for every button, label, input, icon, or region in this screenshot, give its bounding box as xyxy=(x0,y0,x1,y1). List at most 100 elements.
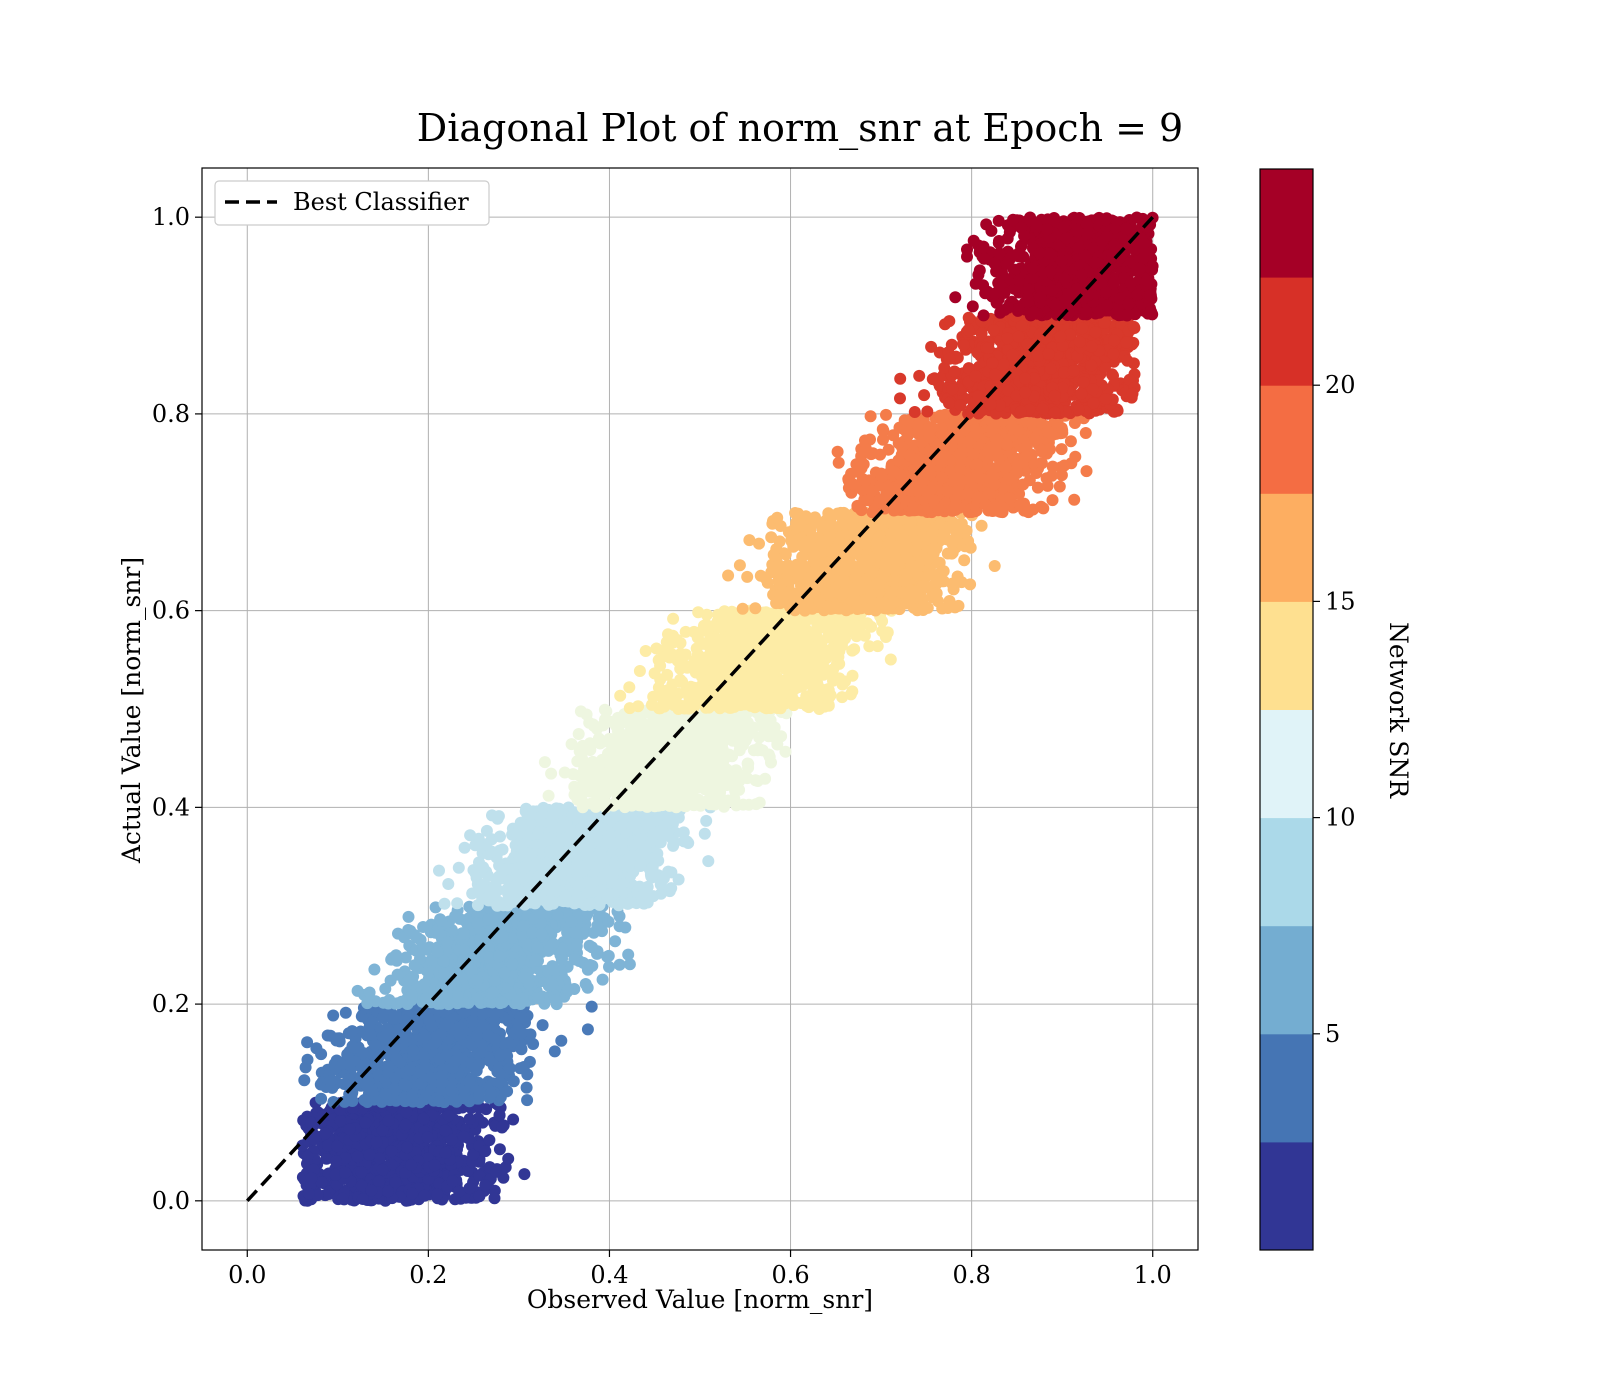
scatter-point xyxy=(451,897,464,910)
scatter-point xyxy=(331,1140,344,1153)
scatter-point xyxy=(473,1085,486,1098)
scatter-point xyxy=(661,725,674,738)
scatter-point xyxy=(433,864,445,877)
scatter-point xyxy=(518,971,531,984)
scatter-point xyxy=(508,880,521,893)
scatter-point xyxy=(403,973,416,986)
scatter-point xyxy=(488,1192,501,1205)
scatter-point xyxy=(628,739,641,752)
scatter-point xyxy=(741,757,754,770)
scatter-point xyxy=(453,1028,466,1041)
scatter-point xyxy=(491,899,504,912)
scatter-point xyxy=(662,865,675,878)
scatter-point xyxy=(324,1075,337,1087)
scatter-point xyxy=(698,827,711,840)
scatter-point xyxy=(406,1187,419,1200)
scatter-point xyxy=(477,861,490,874)
scatter-point xyxy=(602,949,615,962)
scatter-point xyxy=(363,1148,376,1161)
scatter-point xyxy=(453,1185,466,1198)
scatter-point xyxy=(376,1163,389,1176)
scatter-point xyxy=(779,745,792,758)
scatter-point xyxy=(536,1019,549,1032)
scatter-point xyxy=(471,917,484,930)
scatter-point xyxy=(562,984,575,997)
scatter-point xyxy=(739,734,752,747)
scatter-point xyxy=(479,1145,492,1158)
scatter-point xyxy=(329,1168,342,1181)
scatter-point xyxy=(473,1058,485,1071)
scatter-point xyxy=(305,1116,318,1129)
scatter-point xyxy=(647,890,660,903)
scatter-point xyxy=(542,944,555,957)
scatter-point xyxy=(734,769,747,782)
scatter-point xyxy=(464,829,477,842)
scatter-point xyxy=(299,1061,312,1074)
scatter-point xyxy=(507,1113,520,1126)
scatter-point xyxy=(438,897,451,910)
scatter-point xyxy=(445,1133,458,1146)
scatter-point xyxy=(583,939,596,952)
scatter-point xyxy=(471,974,484,987)
scatter-point xyxy=(498,966,511,979)
scatter-point xyxy=(329,1062,342,1074)
scatter-point xyxy=(398,1078,411,1091)
scatter-point xyxy=(506,828,519,841)
scatter-point xyxy=(390,949,403,962)
scatter-point xyxy=(431,1188,444,1201)
scatter-point xyxy=(439,1124,452,1137)
scatter-point xyxy=(521,1094,534,1107)
scatter-point xyxy=(336,1192,349,1205)
scatter-point xyxy=(395,995,408,1008)
scatter-point xyxy=(322,1139,334,1152)
scatter-point xyxy=(298,1074,311,1087)
scatter-point xyxy=(401,1141,413,1154)
scatter-point xyxy=(722,794,735,807)
scatter-point xyxy=(559,889,572,902)
scatter-point xyxy=(446,1175,459,1187)
scatter-point xyxy=(378,1030,391,1043)
scatter-point xyxy=(417,921,430,933)
scatter-point xyxy=(522,847,535,860)
scatter-point xyxy=(705,765,718,778)
scatter-point xyxy=(775,730,788,743)
scatter-point xyxy=(747,721,760,734)
scatter-point xyxy=(428,1159,441,1172)
scatter-point xyxy=(382,1114,395,1127)
scatter-point xyxy=(414,952,426,965)
scatter-point xyxy=(339,1166,352,1179)
scatter-point xyxy=(339,1152,352,1164)
scatter-point xyxy=(319,1127,332,1140)
scatter-point xyxy=(501,862,514,875)
scatter-point xyxy=(612,774,625,787)
scatter-point xyxy=(572,865,585,878)
scatter-point xyxy=(358,1094,371,1107)
scatter-point xyxy=(419,1060,432,1073)
scatter-point xyxy=(633,833,646,846)
scatter-point xyxy=(391,968,404,981)
scatter-point xyxy=(507,1075,520,1088)
scatter-point xyxy=(676,796,688,809)
scatter-point xyxy=(692,793,705,806)
scatter-point xyxy=(348,1041,361,1054)
scatter-point xyxy=(305,1172,318,1185)
scatter-point xyxy=(493,1109,506,1122)
scatter-point xyxy=(565,738,578,751)
scatter-point xyxy=(493,1143,506,1156)
scatter-point xyxy=(496,843,509,856)
scatter-point xyxy=(418,1189,431,1202)
scatter-point xyxy=(442,1109,455,1122)
scatter-point xyxy=(387,1012,400,1025)
scatter-point xyxy=(343,1123,356,1136)
scatter-point xyxy=(572,880,585,892)
scatter-point xyxy=(431,945,444,958)
scatter-point xyxy=(385,1145,398,1158)
scatter-point xyxy=(361,997,374,1010)
scatter-point xyxy=(502,1036,515,1049)
scatter-point xyxy=(435,1070,448,1083)
scatter-point xyxy=(407,1044,420,1057)
scatter-point xyxy=(455,972,468,985)
scatter-point xyxy=(372,1175,385,1188)
scatter-point xyxy=(389,1176,402,1189)
